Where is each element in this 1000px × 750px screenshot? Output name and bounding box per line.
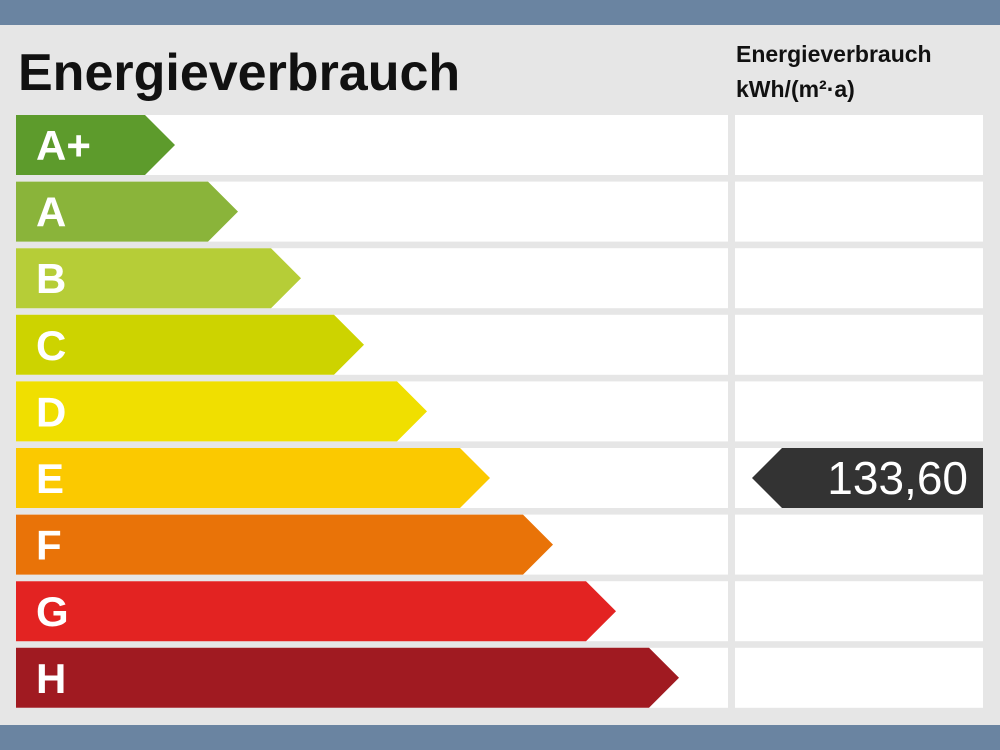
top-bar (0, 0, 1000, 25)
unit-header: kWh/(m²·a) (736, 76, 855, 102)
class-arrow (16, 647, 679, 708)
title: Energieverbrauch (18, 44, 460, 102)
class-arrow (16, 248, 301, 309)
value-cell (735, 581, 983, 642)
class-label: D (36, 388, 66, 435)
class-arrow (16, 381, 427, 442)
bottom-bar (0, 725, 1000, 750)
class-label: C (36, 322, 66, 369)
value-cell (735, 381, 983, 442)
value-cell (735, 115, 983, 175)
class-label: B (36, 255, 66, 302)
class-arrow (16, 314, 364, 375)
value-cell (735, 181, 983, 242)
value-cell (735, 514, 983, 575)
class-label: A+ (36, 122, 91, 169)
unit-header: Energieverbrauch (736, 41, 932, 67)
class-label: A (36, 189, 66, 236)
class-arrow (16, 115, 175, 175)
class-arrow (16, 181, 238, 242)
value-pointer (752, 448, 983, 508)
value-cell (735, 314, 983, 375)
class-arrow (16, 448, 490, 508)
value-cell (735, 248, 983, 309)
class-arrow (16, 514, 553, 575)
value-label: 133,60 (827, 452, 968, 504)
class-label: F (36, 522, 62, 569)
class-arrow (16, 581, 616, 642)
class-label: H (36, 655, 66, 702)
value-cell (735, 647, 983, 708)
class-label: E (36, 455, 64, 502)
class-label: G (36, 588, 69, 635)
